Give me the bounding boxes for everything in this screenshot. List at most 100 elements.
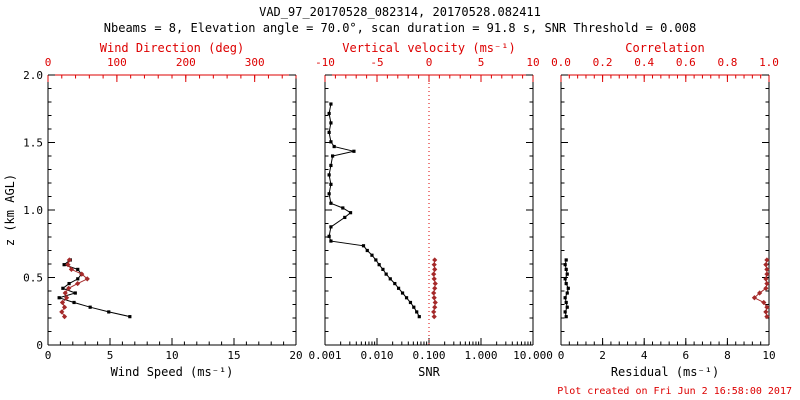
marker-vertical-velocity (431, 314, 437, 320)
marker-snr-profile (388, 277, 392, 281)
marker-snr-profile (396, 286, 401, 290)
marker-snr-profile (329, 121, 333, 125)
x-tick-label: 0.010 (360, 349, 393, 362)
top-axis-title: Vertical velocity (ms⁻¹) (342, 41, 515, 55)
x-axis-title: SNR (418, 365, 440, 379)
marker-snr-profile (352, 149, 356, 153)
marker-correlation-profile (757, 290, 763, 296)
marker-correlation-profile (763, 276, 769, 282)
top-tick-label: 100 (107, 56, 127, 69)
marker-wind-direction (68, 266, 75, 272)
marker-wind-direction (64, 295, 70, 301)
marker-vertical-velocity (431, 276, 437, 282)
marker-wind-speed (107, 310, 111, 314)
marker-vertical-velocity (431, 290, 437, 296)
marker-snr-profile (417, 315, 421, 319)
marker-wind-speed (128, 315, 132, 319)
marker-snr-profile (327, 192, 331, 196)
top-tick-label: 200 (176, 56, 196, 69)
marker-correlation-profile (751, 295, 758, 301)
marker-wind-direction (59, 309, 65, 315)
x-tick-label: 10.000 (513, 349, 553, 362)
marker-residual-profile (566, 286, 570, 290)
x-tick-label: 2 (599, 349, 606, 362)
marker-residual-profile (564, 315, 568, 319)
top-tick-label: 0 (426, 56, 433, 69)
marker-snr-profile (327, 130, 331, 134)
marker-snr-profile (400, 291, 405, 295)
top-tick-label: 0.6 (676, 56, 696, 69)
x-tick-label: 10 (762, 349, 775, 362)
top-tick-label: 0.0 (551, 56, 571, 69)
marker-snr-profile (384, 272, 388, 276)
x-tick-label: 15 (227, 349, 240, 362)
marker-snr-profile (327, 234, 331, 238)
top-axis-title: Correlation (625, 41, 704, 55)
marker-residual-profile (564, 300, 568, 305)
marker-wind-speed (88, 305, 92, 309)
marker-correlation-profile (764, 314, 770, 320)
marker-residual-profile (564, 281, 568, 286)
x-axis-title: Residual (ms⁻¹) (611, 365, 719, 379)
top-tick-label: 0 (45, 56, 52, 69)
top-tick-label: 0.2 (593, 56, 613, 69)
marker-wind-direction (65, 262, 71, 268)
marker-snr-profile (330, 154, 335, 158)
top-tick-label: 5 (478, 56, 485, 69)
marker-snr-profile (408, 300, 413, 305)
top-tick-label: 10 (526, 56, 539, 69)
marker-snr-profile (329, 140, 333, 144)
marker-wind-direction (66, 257, 72, 263)
marker-snr-profile (348, 211, 353, 215)
y-tick-label: 1.5 (23, 137, 43, 150)
marker-snr-profile (332, 144, 336, 149)
y-tick-label: 1.0 (23, 204, 43, 217)
top-tick-label: 0.8 (717, 56, 737, 69)
marker-snr-profile (393, 281, 397, 286)
y-tick-label: 2.0 (23, 69, 43, 82)
x-tick-label: 20 (289, 349, 302, 362)
marker-correlation-profile (763, 262, 769, 268)
marker-wind-speed (57, 296, 61, 300)
x-tick-label: 1.000 (464, 349, 497, 362)
marker-wind-direction (61, 314, 68, 320)
x-tick-label: 0 (45, 349, 52, 362)
marker-snr-profile (415, 310, 419, 314)
top-axis-title: Wind Direction (deg) (100, 41, 245, 55)
marker-correlation-profile (763, 309, 769, 315)
marker-wind-direction (62, 290, 68, 296)
x-tick-label: 0 (558, 349, 565, 362)
created-timestamp: Plot created on Fri Jun 2 16:58:00 2017 (557, 386, 792, 397)
marker-snr-profile (361, 244, 366, 248)
marker-vertical-velocity (432, 285, 438, 291)
marker-snr-profile (329, 102, 333, 106)
marker-correlation-profile (764, 257, 770, 263)
marker-vertical-velocity (431, 262, 437, 268)
marker-residual-profile (564, 258, 568, 262)
marker-snr-profile (327, 173, 331, 177)
marker-vertical-velocity (432, 299, 438, 306)
series-snr-profile (328, 103, 420, 317)
top-tick-label: 1.0 (759, 56, 779, 69)
marker-snr-profile (329, 239, 333, 243)
marker-vertical-velocity (431, 295, 437, 301)
plot-subtitle: Nbeams = 8, Elevation angle = 70.0°, sca… (103, 21, 697, 35)
y-axis-title: z (km AGL) (3, 174, 17, 246)
marker-snr-profile (404, 296, 409, 300)
marker-wind-speed (76, 267, 80, 271)
marker-snr-profile (370, 253, 374, 257)
marker-wind-speed (67, 281, 71, 286)
marker-snr-profile (365, 248, 369, 253)
marker-vertical-velocity (431, 271, 437, 277)
marker-correlation-profile (763, 285, 769, 291)
marker-correlation-profile (764, 280, 770, 287)
x-tick-label: 0.001 (308, 349, 341, 362)
marker-wind-direction (61, 304, 68, 310)
top-tick-label: 300 (245, 56, 265, 69)
marker-snr-profile (377, 263, 381, 267)
x-tick-label: 6 (682, 349, 689, 362)
marker-wind-direction (84, 276, 90, 282)
marker-wind-direction (75, 280, 81, 287)
y-tick-label: 0 (36, 339, 43, 352)
